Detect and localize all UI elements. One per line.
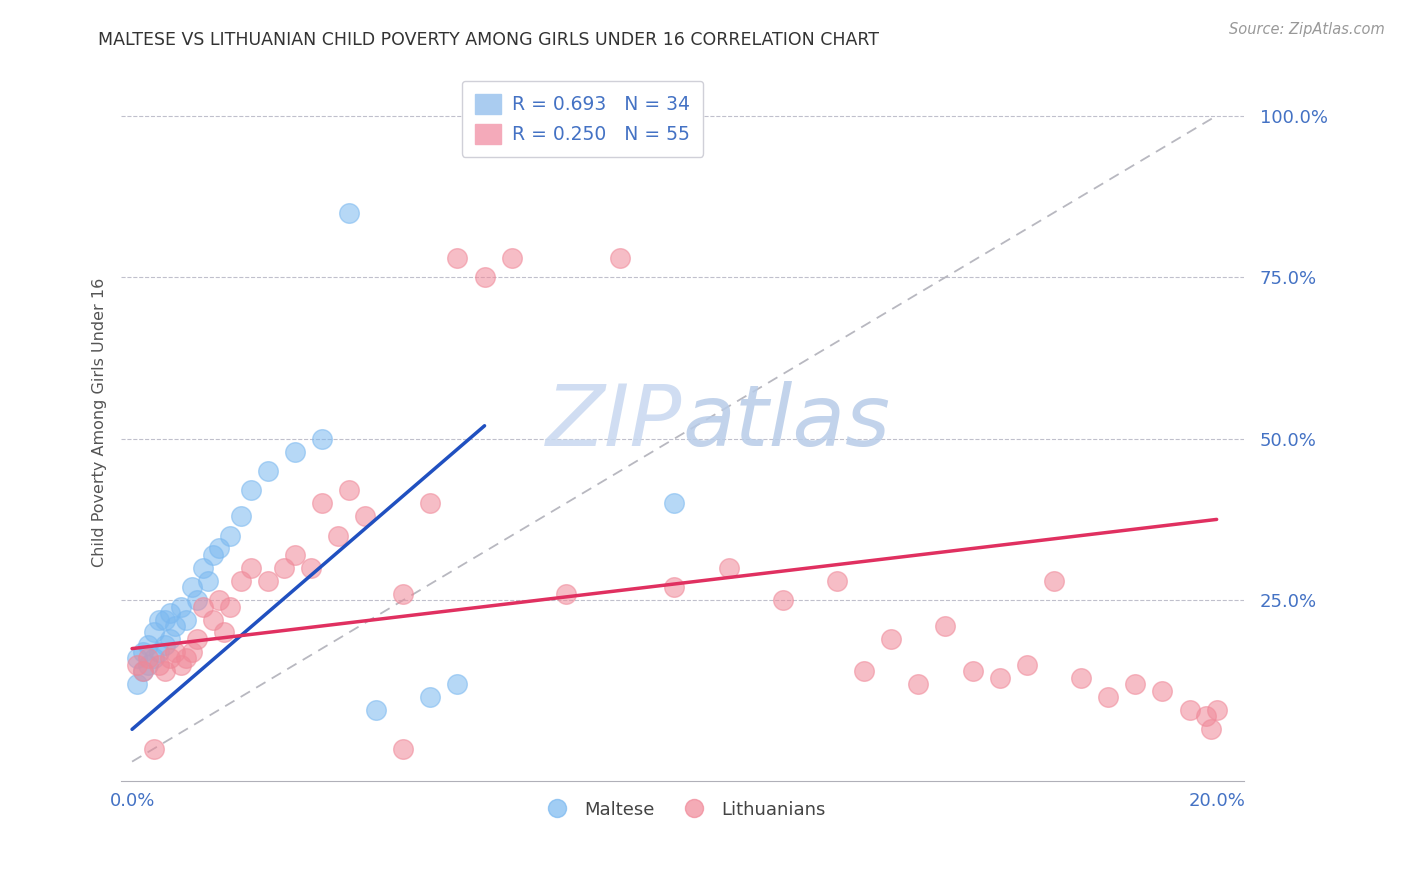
- Point: [138, 651, 160, 665]
- Point: [1199, 723, 1222, 737]
- Legend: Maltese, Lithuanians: Maltese, Lithuanians: [531, 793, 834, 826]
- Point: [138, 638, 160, 652]
- Point: [165, 645, 187, 659]
- Point: [1043, 574, 1066, 588]
- Point: [1152, 683, 1174, 698]
- Point: [337, 205, 360, 219]
- Y-axis label: Child Poverty Among Girls Under 16: Child Poverty Among Girls Under 16: [93, 278, 107, 567]
- Point: [148, 613, 170, 627]
- Point: [153, 638, 176, 652]
- Point: [191, 561, 214, 575]
- Point: [1070, 671, 1092, 685]
- Point: [202, 548, 225, 562]
- Point: [159, 651, 181, 665]
- Point: [609, 251, 631, 265]
- Point: [934, 619, 956, 633]
- Point: [337, 483, 360, 498]
- Point: [273, 561, 295, 575]
- Point: [142, 741, 165, 756]
- Point: [284, 548, 307, 562]
- Point: [962, 664, 984, 678]
- Point: [208, 593, 231, 607]
- Point: [180, 645, 202, 659]
- Point: [772, 593, 794, 607]
- Point: [1097, 690, 1119, 704]
- Point: [907, 677, 929, 691]
- Point: [474, 270, 496, 285]
- Point: [229, 574, 252, 588]
- Point: [825, 574, 848, 588]
- Point: [256, 464, 278, 478]
- Point: [138, 657, 160, 672]
- Point: [142, 651, 165, 665]
- Text: atlas: atlas: [682, 381, 890, 464]
- Point: [132, 664, 155, 678]
- Point: [159, 606, 181, 620]
- Point: [392, 741, 415, 756]
- Point: [218, 599, 240, 614]
- Point: [354, 509, 377, 524]
- Point: [208, 541, 231, 556]
- Point: [419, 496, 441, 510]
- Point: [1178, 703, 1201, 717]
- Point: [170, 657, 193, 672]
- Point: [664, 580, 686, 594]
- Point: [392, 587, 415, 601]
- Point: [165, 619, 187, 633]
- Point: [1015, 657, 1038, 672]
- Point: [419, 690, 441, 704]
- Point: [1195, 709, 1218, 723]
- Point: [174, 651, 197, 665]
- Point: [148, 657, 170, 672]
- Point: [664, 496, 686, 510]
- Point: [853, 664, 876, 678]
- Point: [880, 632, 903, 646]
- Text: ZIP: ZIP: [547, 381, 682, 464]
- Point: [202, 613, 225, 627]
- Point: [1123, 677, 1146, 691]
- Point: [284, 444, 307, 458]
- Point: [240, 483, 263, 498]
- Point: [159, 632, 181, 646]
- Point: [142, 625, 165, 640]
- Point: [127, 677, 149, 691]
- Point: [717, 561, 740, 575]
- Text: MALTESE VS LITHUANIAN CHILD POVERTY AMONG GIRLS UNDER 16 CORRELATION CHART: MALTESE VS LITHUANIAN CHILD POVERTY AMON…: [98, 31, 879, 49]
- Point: [153, 613, 176, 627]
- Point: [311, 496, 333, 510]
- Point: [299, 561, 322, 575]
- Point: [988, 671, 1011, 685]
- Point: [218, 528, 240, 542]
- Point: [326, 528, 349, 542]
- Point: [554, 587, 576, 601]
- Point: [212, 625, 235, 640]
- Point: [446, 251, 468, 265]
- Point: [186, 593, 208, 607]
- Point: [132, 645, 155, 659]
- Point: [197, 574, 219, 588]
- Point: [132, 664, 155, 678]
- Point: [446, 677, 468, 691]
- Point: [191, 599, 214, 614]
- Point: [180, 580, 202, 594]
- Point: [186, 632, 208, 646]
- Point: [174, 613, 197, 627]
- Point: [229, 509, 252, 524]
- Point: [364, 703, 387, 717]
- Point: [153, 664, 176, 678]
- Point: [1205, 703, 1227, 717]
- Text: Source: ZipAtlas.com: Source: ZipAtlas.com: [1229, 22, 1385, 37]
- Point: [127, 657, 149, 672]
- Point: [256, 574, 278, 588]
- Point: [148, 645, 170, 659]
- Point: [240, 561, 263, 575]
- Point: [311, 432, 333, 446]
- Point: [170, 599, 193, 614]
- Point: [127, 651, 149, 665]
- Point: [501, 251, 523, 265]
